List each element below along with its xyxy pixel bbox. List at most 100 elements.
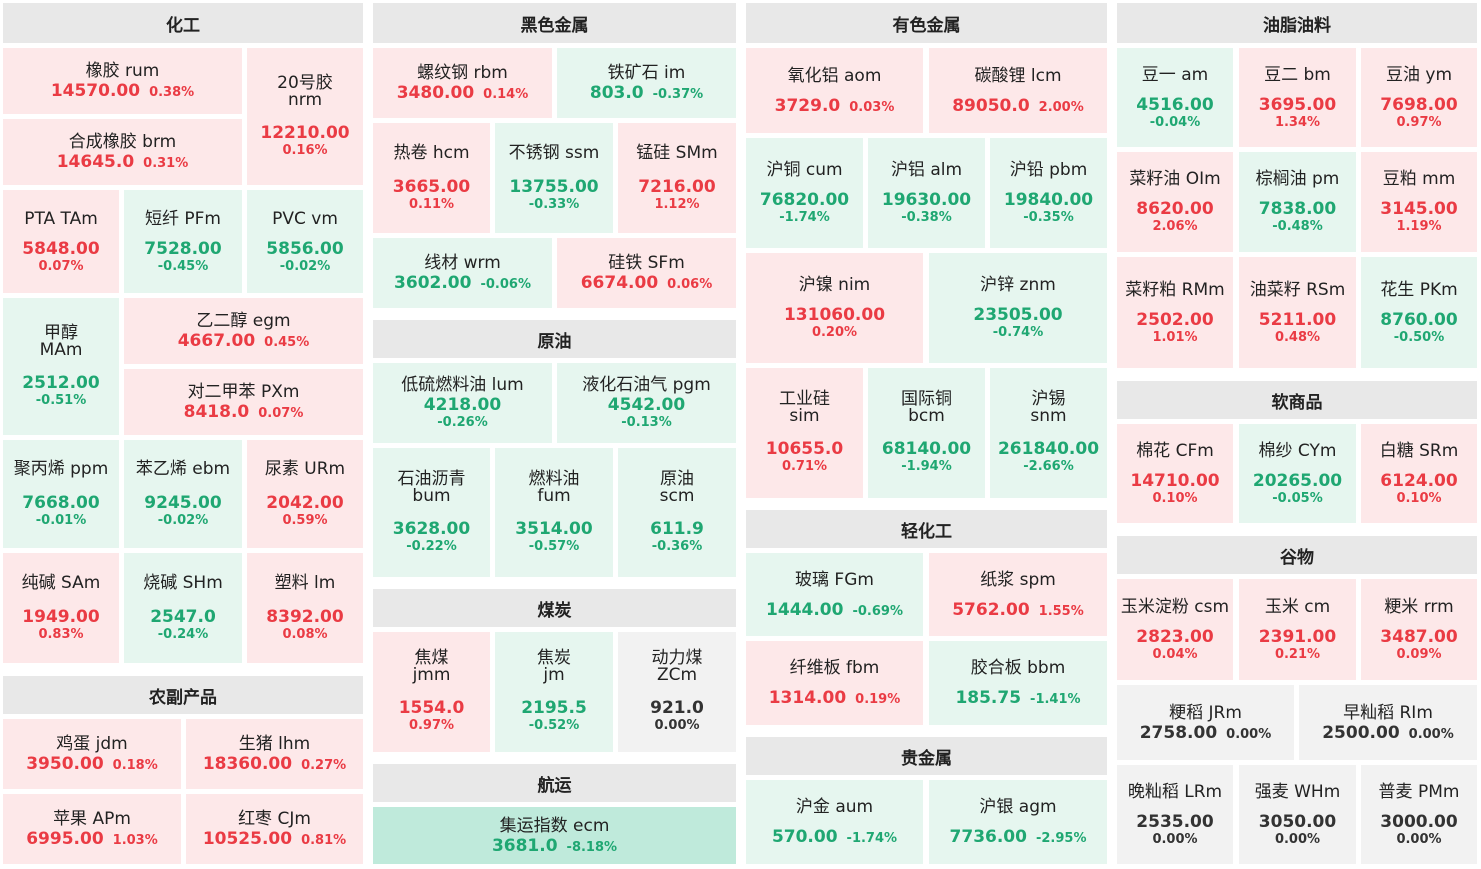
tile-name: 锰硅 SMm: [636, 143, 718, 163]
tile-name: 沪镍 nim: [798, 275, 871, 295]
tile-znm[interactable]: 沪锌 znm 23505.00 -0.74%: [929, 253, 1107, 363]
tile-cum[interactable]: 沪铜 cum 76820.00 -1.74%: [746, 138, 863, 248]
tile-change: -0.04%: [1149, 114, 1201, 130]
tile-pgm[interactable]: 液化石油气 pgm 4542.00 -0.13%: [557, 363, 736, 443]
tile-cfm[interactable]: 棉花 CFm 14710.00 0.10%: [1117, 424, 1233, 523]
tile-rsm[interactable]: 油菜籽 RSm 5211.00 0.48%: [1239, 257, 1356, 368]
tile-sam[interactable]: 纯碱 SAm 1949.00 0.83%: [3, 553, 119, 663]
tile-shm[interactable]: 烧碱 SHm 2547.0 -0.24%: [124, 553, 242, 663]
tile-jdm[interactable]: 鸡蛋 jdm 3950.00 0.18%: [3, 719, 181, 789]
tile-price: 23505.00: [973, 305, 1063, 325]
tile-change: -0.52%: [528, 718, 580, 733]
tile-spm[interactable]: 纸浆 spm 5762.00 1.55%: [929, 553, 1107, 636]
tile-egm[interactable]: 乙二醇 egm 4667.00 0.45%: [124, 298, 363, 364]
tile-cm[interactable]: 玉米 cm 2391.00 0.21%: [1239, 579, 1356, 680]
tile-name: 苹果 APm: [53, 809, 131, 829]
tile-change: -0.24%: [157, 627, 209, 642]
tile-apm[interactable]: 苹果 APm 6995.00 1.03%: [3, 794, 181, 864]
tile-price: 89050.0: [952, 95, 1030, 116]
tile-bm[interactable]: 豆二 bm 3695.00 1.34%: [1239, 48, 1356, 147]
tile-vm[interactable]: PVC vm 5856.00 -0.02%: [247, 190, 363, 293]
tile-fum[interactable]: 燃料油 fum 3514.00 -0.57%: [495, 448, 613, 577]
tile-ssm[interactable]: 不锈钢 ssm 13755.00 -0.33%: [495, 123, 613, 233]
section-header-shipping: 航运: [373, 764, 736, 802]
tile-pfm[interactable]: 短纤 PFm 7528.00 -0.45%: [124, 190, 242, 293]
tile-change: -2.66%: [1023, 459, 1074, 474]
tile-change: -2.95%: [1035, 831, 1087, 846]
tile-lum[interactable]: 低硫燃料油 lum 4218.00 -0.26%: [373, 363, 552, 443]
tile-lm[interactable]: 塑料 lm 8392.00 0.08%: [247, 553, 363, 663]
tile-whm[interactable]: 强麦 WHm 3050.00 0.00%: [1239, 765, 1356, 864]
tile-lrm[interactable]: 晚籼稻 LRm 2535.00 0.00%: [1117, 765, 1233, 864]
tile-aum[interactable]: 沪金 aum 570.00 -1.74%: [746, 780, 923, 864]
tile-wrm[interactable]: 线材 wrm 3602.00 -0.06%: [373, 238, 552, 308]
tile-change: -0.48%: [1272, 219, 1323, 234]
tile-ebm[interactable]: 苯乙烯 ebm 9245.00 -0.02%: [124, 440, 242, 548]
tile-sfm[interactable]: 硅铁 SFm 6674.00 0.06%: [557, 238, 736, 308]
tile-price: 7216.00: [638, 177, 716, 197]
tile-fbm[interactable]: 纤维板 fbm 1314.00 0.19%: [746, 641, 923, 725]
tile-price: 3514.00: [515, 518, 593, 539]
tile-change: 0.59%: [282, 513, 328, 528]
tile-nrm[interactable]: 20号胶 nrm 12210.00 0.16%: [247, 48, 363, 185]
tile-fgm[interactable]: 玻璃 FGm 1444.00 -0.69%: [746, 553, 923, 636]
tile-aom[interactable]: 氧化铝 aom 3729.0 0.03%: [746, 48, 923, 133]
tile-bum[interactable]: 石油沥青 bum 3628.00 -0.22%: [373, 448, 490, 577]
tile-ecm[interactable]: 集运指数 ecm 3681.0 -8.18%: [373, 807, 736, 864]
tile-name: 普麦 PMm: [1378, 781, 1460, 802]
tile-nim[interactable]: 沪镍 nim 131060.00 0.20%: [746, 253, 923, 363]
tile-scm[interactable]: 原油 scm 611.9 -0.36%: [618, 448, 736, 577]
tile-rmm[interactable]: 菜籽粕 RMm 2502.00 1.01%: [1117, 257, 1233, 368]
tile-csm[interactable]: 玉米淀粉 csm 2823.00 0.04%: [1117, 579, 1233, 680]
tile-lcm[interactable]: 碳酸锂 lcm 89050.0 2.00%: [929, 48, 1107, 133]
tile-pmm[interactable]: 普麦 PMm 3000.00 0.00%: [1361, 765, 1477, 864]
tile-bcm[interactable]: 国际铜 bcm 68140.00 -1.94%: [868, 368, 985, 498]
tile-change: -0.06%: [480, 277, 531, 292]
tile-pm[interactable]: 棕榈油 pm 7838.00 -0.48%: [1239, 152, 1356, 252]
tile-smm[interactable]: 锰硅 SMm 7216.00 1.12%: [618, 123, 736, 233]
tile-cym[interactable]: 棉纱 CYm 20265.00 -0.05%: [1239, 424, 1356, 523]
tile-lhm[interactable]: 生猪 lhm 18360.00 0.27%: [186, 719, 363, 789]
tile-ppm[interactable]: 聚丙烯 ppm 7668.00 -0.01%: [3, 440, 119, 548]
tile-jmm[interactable]: 焦煤 jmm 1554.0 0.97%: [373, 632, 490, 752]
tile-snm[interactable]: 沪锡 snm 261840.00 -2.66%: [990, 368, 1107, 498]
tile-zcm[interactable]: 动力煤 ZCm 921.0 0.00%: [618, 632, 736, 752]
tile-jm[interactable]: 焦炭 jm 2195.5 -0.52%: [495, 632, 613, 752]
tile-change: -1.41%: [1030, 692, 1081, 707]
tile-rbm[interactable]: 螺纹钢 rbm 3480.00 0.14%: [373, 48, 552, 118]
tile-price: 3729.0: [774, 95, 841, 116]
tile-mm[interactable]: 豆粕 mm 3145.00 1.19%: [1361, 152, 1477, 252]
tile-rum[interactable]: 橡胶 rum 14570.00 0.38%: [3, 48, 242, 114]
tile-sim[interactable]: 工业硅 sim 10655.0 0.71%: [746, 368, 863, 498]
tile-price: 7668.00: [22, 493, 100, 513]
tile-bbm[interactable]: 胶合板 bbm 185.75 -1.41%: [929, 641, 1107, 725]
tile-price: 3695.00: [1258, 94, 1337, 115]
tile-name: 沪铅 pbm: [1009, 160, 1088, 180]
tile-name: 棉花 CFm: [1136, 440, 1214, 461]
tile-urm[interactable]: 尿素 URm 2042.00 0.59%: [247, 440, 363, 548]
tile-name-code: sim: [789, 406, 820, 426]
tile-rrm[interactable]: 粳米 rrm 3487.00 0.09%: [1361, 579, 1477, 680]
tile-oim[interactable]: 菜籽油 OIm 8620.00 2.06%: [1117, 152, 1233, 252]
tile-im[interactable]: 铁矿石 im 803.0 -0.37%: [557, 48, 736, 118]
tile-pbm[interactable]: 沪铅 pbm 19840.00 -0.35%: [990, 138, 1107, 248]
tile-tam[interactable]: PTA TAm 5848.00 0.07%: [3, 190, 119, 293]
tile-mam[interactable]: 甲醇 MAm 2512.00 -0.51%: [3, 298, 119, 435]
tile-rim[interactable]: 早籼稻 RIm 2500.00 0.00%: [1299, 685, 1477, 760]
tile-name: 不锈钢 ssm: [508, 143, 600, 163]
tile-am[interactable]: 豆一 am 4516.00 -0.04%: [1117, 48, 1233, 147]
tile-price: 261840.00: [997, 439, 1100, 459]
tile-name: 液化石油气 pgm: [582, 375, 711, 395]
section-header-crude: 原油: [373, 320, 736, 358]
tile-srm[interactable]: 白糖 SRm 6124.00 0.10%: [1361, 424, 1477, 523]
tile-brm[interactable]: 合成橡胶 brm 14645.0 0.31%: [3, 119, 242, 185]
tile-jrm[interactable]: 粳稻 JRm 2758.00 0.00%: [1117, 685, 1294, 760]
tile-pxm[interactable]: 对二甲苯 PXm 8418.0 0.07%: [124, 369, 363, 435]
tile-agm[interactable]: 沪银 agm 7736.00 -2.95%: [929, 780, 1107, 864]
tile-pkm[interactable]: 花生 PKm 8760.00 -0.50%: [1361, 257, 1477, 368]
tile-hcm[interactable]: 热卷 hcm 3665.00 0.11%: [373, 123, 490, 233]
tile-ym[interactable]: 豆油 ym 7698.00 0.97%: [1361, 48, 1477, 147]
tile-alm[interactable]: 沪铝 alm 19630.00 -0.38%: [868, 138, 985, 248]
tile-change: -0.26%: [437, 415, 488, 430]
tile-cjm[interactable]: 红枣 CJm 10525.00 0.81%: [186, 794, 363, 864]
